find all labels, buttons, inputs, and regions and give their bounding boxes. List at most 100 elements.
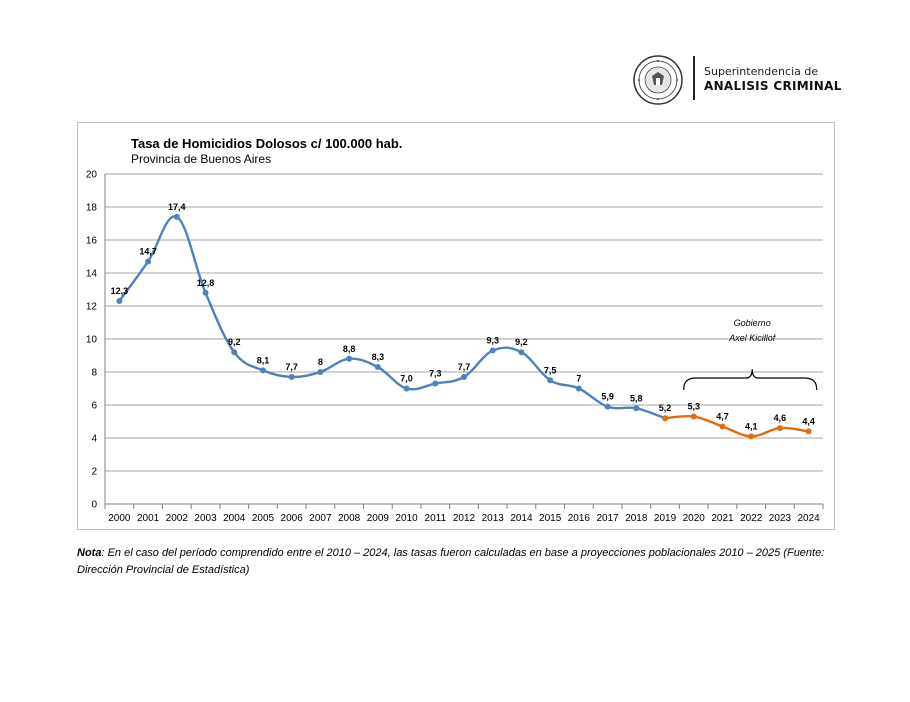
x-tick-label: 2017 [596, 513, 619, 524]
data-label: 4,1 [745, 421, 758, 431]
chart-subtitle: Provincia de Buenos Aires [131, 152, 271, 166]
data-point [145, 258, 152, 265]
x-tick-label: 2002 [166, 513, 189, 524]
y-tick-label: 8 [91, 368, 97, 379]
x-tick-label: 2011 [425, 513, 447, 524]
x-tick-label: 2003 [194, 513, 217, 524]
data-label: 8,3 [372, 352, 385, 362]
series-line-2 [663, 414, 810, 438]
data-point [403, 385, 410, 392]
chart-frame: Tasa de Homicidios Dolosos c/ 100.000 ha… [77, 122, 835, 530]
data-point [662, 415, 669, 422]
data-point [489, 347, 496, 354]
data-point [231, 349, 238, 356]
data-label: 8,8 [343, 344, 356, 354]
annotation-line2: Axel Kicillof [728, 333, 777, 343]
x-tick-label: 2010 [395, 513, 418, 524]
data-point [690, 413, 697, 420]
x-tick-label: 2014 [510, 513, 533, 524]
data-label: 4,6 [774, 413, 787, 423]
y-tick-label: 10 [86, 335, 98, 346]
x-tick-label: 2006 [281, 513, 304, 524]
data-label: 5,3 [688, 402, 701, 412]
header-divider [693, 56, 695, 100]
x-tick-label: 2013 [482, 513, 505, 524]
org-name-line1: Superintendencia de [704, 65, 819, 78]
data-point [633, 405, 640, 412]
y-tick-label: 14 [86, 269, 98, 280]
data-point [259, 367, 266, 374]
data-label: 9,3 [486, 336, 499, 346]
x-tick-label: 2008 [338, 513, 361, 524]
homicide-rate-chart: Tasa de Homicidios Dolosos c/ 100.000 ha… [86, 136, 824, 524]
data-point [461, 373, 467, 380]
annotation-line1: Gobierno [734, 318, 771, 328]
data-label: 12,8 [197, 278, 215, 288]
x-tick-label: 2007 [309, 513, 332, 524]
y-tick-label: 4 [91, 434, 97, 445]
chart-title: Tasa de Homicidios Dolosos c/ 100.000 ha… [131, 136, 402, 151]
data-label: 5,9 [601, 392, 614, 402]
x-tick-label: 2000 [108, 513, 131, 524]
data-label: 8,1 [257, 355, 270, 365]
x-tick-label: 2015 [539, 513, 562, 524]
y-tick-label: 12 [86, 302, 98, 313]
annotation-brace [683, 368, 818, 390]
x-tick-label: 2022 [740, 513, 763, 524]
x-tick-label: 2023 [769, 513, 792, 524]
footnote-text: : En el caso del período comprendido ent… [77, 547, 825, 576]
data-point [805, 428, 812, 435]
x-tick-label: 2019 [654, 513, 677, 524]
footnote: Nota: En el caso del período comprendido… [77, 545, 837, 579]
data-point [202, 289, 209, 296]
org-name-line2: ANALISIS CRIMINAL [704, 79, 842, 93]
x-tick-label: 2018 [625, 513, 648, 524]
data-point [317, 369, 324, 375]
data-point [575, 385, 582, 392]
x-tick-label: 2001 [137, 513, 160, 524]
series-line-1 [118, 215, 667, 420]
x-tick-label: 2012 [453, 513, 476, 524]
data-label: 12,3 [111, 286, 129, 296]
x-tick-label: 2020 [683, 513, 706, 524]
x-tick-label: 2024 [798, 513, 821, 524]
data-point [518, 349, 525, 356]
x-tick-label: 2021 [711, 513, 734, 524]
data-point [374, 364, 381, 371]
x-tick-label: 2004 [223, 513, 246, 524]
y-tick-label: 2 [91, 467, 97, 478]
data-point [604, 403, 611, 410]
data-point [116, 298, 123, 305]
data-point [776, 425, 783, 432]
data-point [432, 380, 439, 387]
data-label: 9,2 [515, 337, 528, 347]
data-label: 7,7 [285, 362, 298, 372]
data-point [346, 355, 353, 362]
data-label: 17,4 [168, 202, 186, 212]
data-label: 7,0 [400, 374, 413, 384]
data-point [547, 377, 554, 384]
data-label: 7 [576, 374, 581, 384]
data-label: 9,2 [228, 337, 241, 347]
y-tick-label: 18 [86, 203, 98, 214]
data-label: 7,3 [429, 369, 442, 379]
x-tick-label: 2005 [252, 513, 275, 524]
data-label: 5,8 [630, 393, 643, 403]
data-point [748, 433, 755, 440]
data-point [173, 213, 180, 220]
seal-logo [633, 55, 683, 105]
x-tick-label: 2016 [568, 513, 591, 524]
data-label: 8 [318, 357, 323, 367]
data-label: 7,5 [544, 365, 557, 375]
y-tick-label: 16 [86, 236, 98, 247]
data-point [719, 423, 726, 430]
data-label: 4,7 [716, 411, 729, 421]
y-tick-label: 20 [86, 170, 98, 181]
data-point [288, 373, 295, 380]
data-label: 7,7 [458, 362, 471, 372]
x-tick-label: 2009 [367, 513, 390, 524]
y-tick-label: 6 [91, 401, 97, 412]
data-label: 14,7 [139, 246, 157, 256]
data-label: 5,2 [659, 403, 672, 413]
y-tick-label: 0 [91, 500, 97, 511]
